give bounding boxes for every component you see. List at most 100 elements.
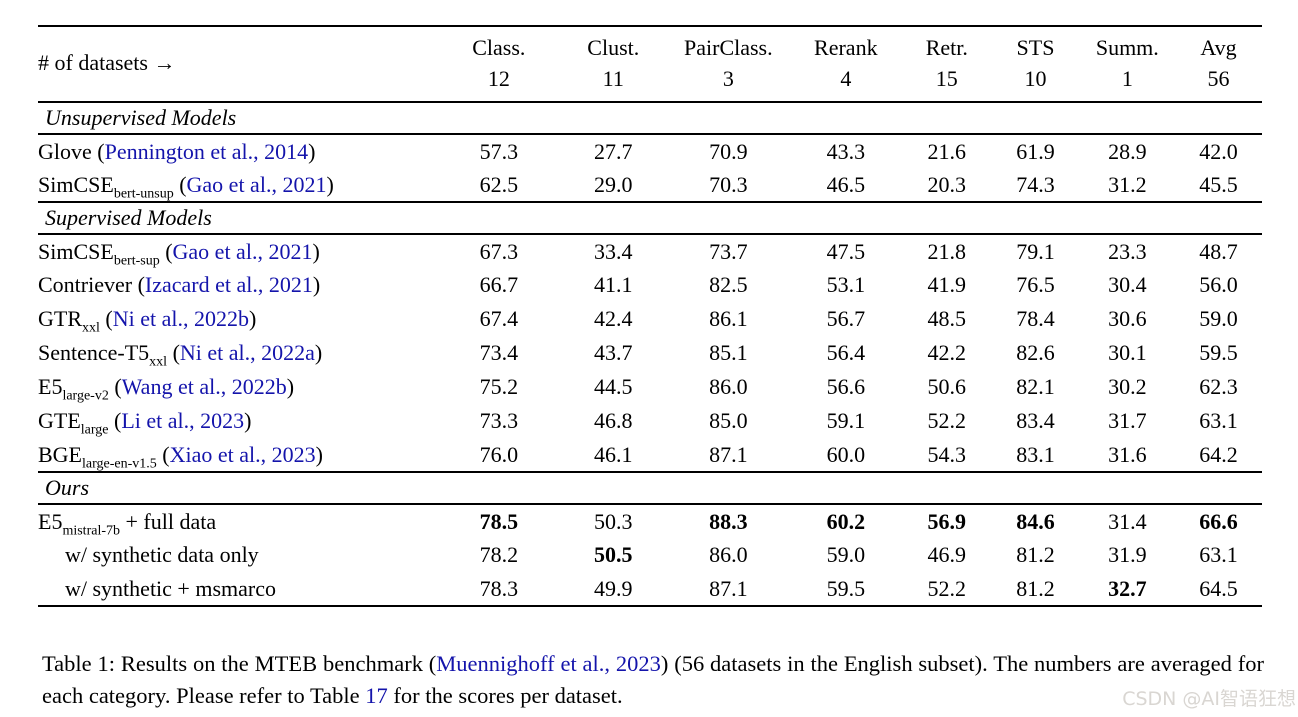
score-cell: 56.9 [927, 508, 967, 534]
column-count: 1 [1121, 66, 1133, 91]
model-name: w/ synthetic + msmarco [65, 575, 276, 601]
column-header-sts: STS 10 [991, 26, 1080, 103]
citation-link[interactable]: Li et al., 2023 [121, 408, 245, 433]
citation-link[interactable]: Izacard et al., 2021 [144, 272, 313, 297]
caption-citation-link[interactable]: Muennighoff et al., 2023 [436, 651, 661, 676]
citation-link[interactable]: Ni et al., 2022b [112, 306, 249, 331]
column-header-rerank: Rerank 4 [789, 26, 903, 103]
score-cell: 75.2 [479, 374, 519, 399]
model-name: GTR [38, 306, 82, 331]
column-count: 12 [487, 66, 510, 91]
score-cell: 31.9 [1108, 542, 1147, 567]
score-cell: 56.4 [826, 340, 866, 365]
cite-paren-open: ( [173, 171, 187, 197]
model-cell: Sentence-T5xxl (Ni et al., 2022a) [38, 336, 438, 370]
score-cell: 57.3 [479, 138, 519, 164]
model-name: E5 [38, 508, 63, 534]
cite-paren-close: ) [315, 441, 323, 467]
citation-link[interactable]: Gao et al., 2021 [186, 171, 327, 197]
score-cell: 50.5 [594, 542, 633, 567]
score-cell: 53.1 [826, 272, 866, 297]
model-name: SimCSE [38, 238, 114, 264]
score-cell: 41.1 [594, 272, 633, 297]
score-cell: 30.1 [1108, 340, 1147, 365]
score-cell: 21.6 [927, 138, 967, 164]
score-cell: 70.9 [709, 138, 748, 164]
model-name: Sentence-T5 [38, 340, 150, 365]
score-cell: 49.9 [594, 575, 633, 601]
column-label: STS [1016, 35, 1055, 60]
section-ours: Ours [38, 471, 1262, 505]
column-label: Rerank [814, 35, 878, 60]
score-cell: 42.4 [594, 306, 633, 331]
score-cell: 66.6 [1199, 508, 1238, 534]
model-name: w/ synthetic data only [65, 542, 259, 567]
cite-paren-open: ( [108, 374, 122, 399]
column-header-summ: Summ. 1 [1079, 26, 1176, 103]
table-row-contriever: Contriever (Izacard et al., 2021) 66.7 4… [38, 268, 1262, 302]
score-cell: 79.1 [1016, 238, 1055, 264]
score-cell: 62.3 [1199, 374, 1238, 399]
citation-link[interactable]: Ni et al., 2022a [179, 340, 315, 365]
table-row-simcse-unsup: SimCSEbert-unsup (Gao et al., 2021) 62.5… [38, 168, 1262, 202]
score-cell: 85.1 [709, 340, 748, 365]
score-cell: 87.1 [709, 441, 748, 467]
score-cell: 31.6 [1108, 441, 1147, 467]
model-cell: Contriever (Izacard et al., 2021) [38, 268, 438, 302]
score-cell: 60.0 [826, 441, 866, 467]
caption-text: ) (56 datasets in the English subset). T… [42, 651, 1264, 708]
score-cell: 52.2 [927, 575, 967, 601]
citation-link[interactable]: Xiao et al., 2023 [169, 441, 316, 467]
score-cell: 63.1 [1199, 408, 1238, 433]
score-cell: 59.5 [1199, 340, 1238, 365]
score-cell: 48.7 [1199, 238, 1238, 264]
score-cell: 61.9 [1016, 138, 1055, 164]
score-cell: 83.1 [1016, 441, 1055, 467]
score-cell: 83.4 [1016, 408, 1055, 433]
score-cell: 45.5 [1199, 171, 1238, 197]
score-cell: 44.5 [594, 374, 633, 399]
table-row-e5-mistral-full: E5mistral-7b + full data 78.5 50.3 88.3 … [38, 504, 1262, 538]
score-cell: 21.8 [927, 238, 967, 264]
score-cell: 48.5 [927, 306, 967, 331]
model-name: Glove [38, 138, 92, 164]
score-cell: 29.0 [594, 171, 633, 197]
citation-link[interactable]: Wang et al., 2022b [121, 374, 287, 399]
score-cell: 64.5 [1199, 575, 1238, 601]
column-header-pairclass: PairClass. 3 [667, 26, 790, 103]
score-cell: 59.5 [826, 575, 866, 601]
table-row-e5-large: E5large-v2 (Wang et al., 2022b) 75.2 44.… [38, 370, 1262, 404]
score-cell: 50.3 [594, 508, 633, 534]
score-cell: 59.0 [826, 542, 866, 567]
cite-paren-close: ) [326, 171, 334, 197]
column-count: 4 [840, 66, 852, 91]
score-cell: 32.7 [1108, 575, 1147, 601]
column-header-clust: Clust. 11 [559, 26, 668, 103]
score-cell: 30.2 [1108, 374, 1147, 399]
score-cell: 46.1 [594, 441, 633, 467]
section-title: Unsupervised Models [38, 101, 1262, 135]
score-cell: 86.1 [709, 306, 748, 331]
cite-paren-close: ) [286, 374, 295, 399]
caption-table-ref-link[interactable]: 17 [365, 683, 388, 708]
table-row-sentence-t5: Sentence-T5xxl (Ni et al., 2022a) 73.4 4… [38, 336, 1262, 370]
citation-link[interactable]: Pennington et al., 2014 [104, 138, 309, 164]
csdn-watermark: CSDN @AI智语狂想 [1122, 688, 1296, 710]
score-cell: 20.3 [927, 171, 967, 197]
score-cell: 50.6 [927, 374, 967, 399]
score-cell: 31.2 [1108, 171, 1147, 197]
citation-link[interactable]: Gao et al., 2021 [172, 238, 313, 264]
score-cell: 82.5 [709, 272, 748, 297]
score-cell: 78.5 [479, 508, 519, 534]
model-subscript: mistral-7b [62, 522, 120, 538]
score-cell: 43.7 [594, 340, 633, 365]
model-cell: BGElarge-en-v1.5 (Xiao et al., 2023) [38, 438, 438, 472]
caption-text: Table 1: Results on the MTEB benchmark ( [42, 651, 437, 676]
column-label: Class. [472, 35, 526, 60]
model-cell: GTElarge (Li et al., 2023) [38, 404, 438, 438]
column-count: 3 [722, 66, 734, 91]
score-cell: 81.2 [1016, 542, 1055, 567]
model-cell: SimCSEbert-sup (Gao et al., 2021) [38, 234, 438, 268]
score-cell: 59.1 [826, 408, 866, 433]
model-cell: E5mistral-7b + full data [38, 504, 438, 538]
